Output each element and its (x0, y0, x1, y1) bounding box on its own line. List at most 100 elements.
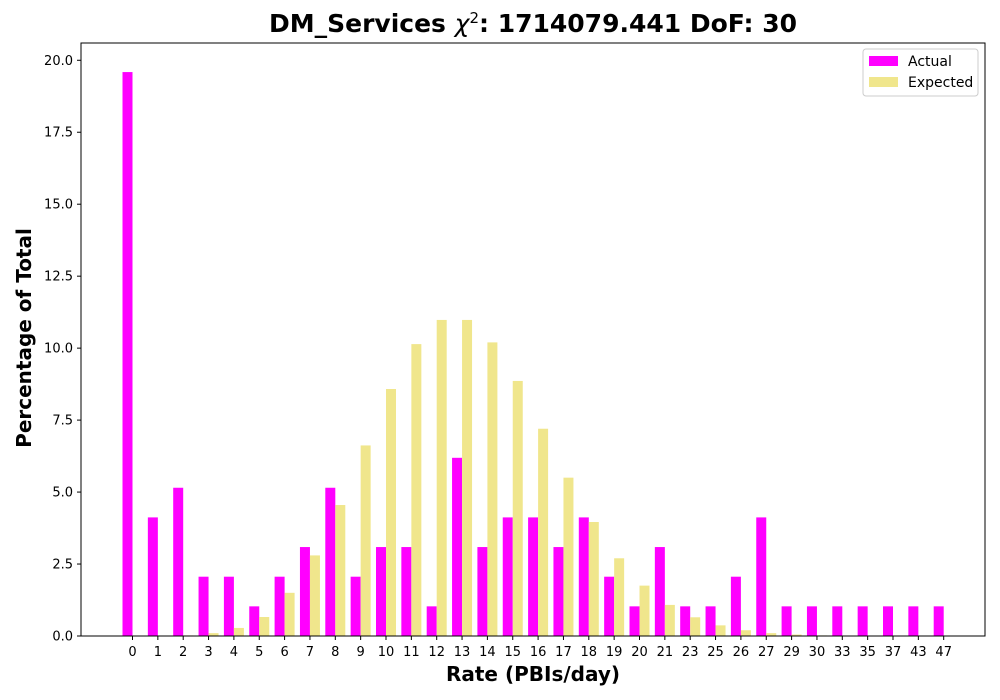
x-tick-label: 3 (204, 645, 212, 660)
x-tick-label: 7 (306, 645, 314, 660)
x-tick-label: 9 (357, 645, 365, 660)
y-tick-label: 15.0 (44, 198, 73, 213)
bar-actual-20 (629, 606, 640, 636)
bars-group (122, 72, 944, 636)
x-tick-label: 30 (809, 645, 826, 660)
y-tick-label: 7.5 (52, 414, 73, 429)
bar-expected-17 (563, 477, 574, 636)
bar-actual-0 (122, 72, 133, 636)
y-tick-label: 0.0 (52, 630, 73, 645)
legend: Actual Expected (862, 48, 979, 97)
bar-actual-7 (299, 547, 310, 636)
x-tick-label: 18 (581, 645, 598, 660)
x-tick-label: 2 (179, 645, 187, 660)
bar-expected-27 (766, 633, 777, 636)
bar-actual-33 (832, 606, 843, 636)
bar-actual-15 (502, 517, 513, 636)
x-tick-label: 29 (783, 645, 800, 660)
x-tick-label: 19 (606, 645, 623, 660)
x-tick-label: 10 (378, 645, 395, 660)
bar-expected-26 (740, 630, 751, 636)
x-tick-label: 37 (885, 645, 902, 660)
legend-swatch-expected (869, 77, 898, 87)
x-tick-label: 33 (834, 645, 851, 660)
bar-expected-16 (538, 428, 549, 636)
y-tick-label: 10.0 (44, 342, 73, 357)
bar-expected-21 (664, 604, 675, 636)
x-tick-label: 27 (758, 645, 775, 660)
bar-actual-14 (477, 547, 488, 636)
x-tick-label: 17 (555, 645, 572, 660)
bar-actual-2 (173, 487, 184, 636)
bar-expected-20 (639, 585, 650, 636)
x-tick-label: 25 (707, 645, 724, 660)
x-tick-label: 15 (504, 645, 521, 660)
x-tick-label: 5 (255, 645, 263, 660)
bar-expected-25 (715, 625, 726, 636)
bar-expected-10 (386, 389, 396, 636)
y-tick-label: 2.5 (52, 558, 73, 573)
x-tick-label: 16 (530, 645, 547, 660)
bar-actual-5 (249, 606, 260, 636)
y-tick-label: 5.0 (52, 486, 73, 501)
y-tick-label: 20.0 (44, 54, 73, 69)
bar-actual-10 (376, 547, 386, 636)
bar-actual-12 (426, 606, 437, 636)
bar-actual-9 (350, 576, 361, 636)
bar-actual-19 (604, 576, 615, 636)
x-axis-label: Rate (PBIs/day) (446, 662, 620, 686)
bar-actual-16 (528, 517, 539, 636)
y-axis-label: Percentage of Total (12, 228, 36, 448)
x-tick-label: 6 (280, 645, 288, 660)
y-tick-label: 12.5 (44, 270, 73, 285)
x-tick-label: 20 (631, 645, 648, 660)
bar-expected-14 (487, 342, 498, 636)
bar-expected-15 (512, 380, 523, 636)
bar-expected-5 (259, 617, 270, 636)
x-tick-label: 1 (154, 645, 162, 660)
bar-actual-6 (274, 576, 285, 636)
bar-expected-3 (208, 633, 219, 636)
bar-actual-13 (452, 457, 463, 636)
x-tick-label: 12 (428, 645, 445, 660)
bar-expected-23 (690, 617, 701, 636)
chart-title: DM_Services χ2: 1714079.441 DoF: 30 (269, 9, 797, 38)
bar-expected-12 (436, 319, 447, 636)
bar-expected-4 (233, 627, 244, 636)
bar-actual-25 (705, 606, 716, 636)
bar-expected-18 (588, 522, 599, 636)
bar-actual-27 (756, 517, 767, 636)
x-tick-label: 14 (479, 645, 496, 660)
bar-expected-13 (462, 319, 473, 636)
x-tick-label: 4 (230, 645, 238, 660)
bar-actual-17 (553, 547, 564, 636)
x-tick-label: 21 (657, 645, 674, 660)
y-tick-label: 17.5 (44, 126, 73, 141)
bar-actual-8 (325, 487, 336, 636)
bar-actual-11 (401, 547, 412, 636)
x-tick-label: 8 (331, 645, 339, 660)
bar-actual-47 (933, 606, 944, 636)
bar-actual-21 (654, 547, 665, 636)
bar-actual-4 (223, 576, 234, 636)
bar-expected-11 (411, 344, 422, 636)
bar-expected-8 (335, 505, 346, 636)
legend-label-expected: Expected (908, 75, 973, 91)
bar-expected-9 (360, 445, 371, 636)
legend-label-actual: Actual (908, 54, 952, 70)
bar-actual-43 (908, 606, 919, 636)
bar-expected-7 (309, 555, 320, 636)
bar-expected-29 (791, 634, 802, 636)
bar-actual-3 (198, 576, 209, 636)
x-tick-label: 47 (935, 645, 952, 660)
x-ticks: 0 1 2 3 4 5 6 7 8 9 10 11 12 13 14 15 16 17 18 19 20 21 23 25 26… (128, 636, 952, 660)
x-tick-label: 43 (910, 645, 927, 660)
x-tick-label: 11 (403, 645, 420, 660)
x-tick-label: 26 (733, 645, 750, 660)
x-tick-label: 35 (859, 645, 876, 660)
y-ticks: 0.0 2.5 5.0 7.5 10.0 12.5 15.0 17.5 20.0 (44, 54, 81, 645)
bar-actual-30 (806, 606, 817, 636)
bar-actual-1 (147, 517, 158, 636)
x-tick-label: 13 (454, 645, 471, 660)
